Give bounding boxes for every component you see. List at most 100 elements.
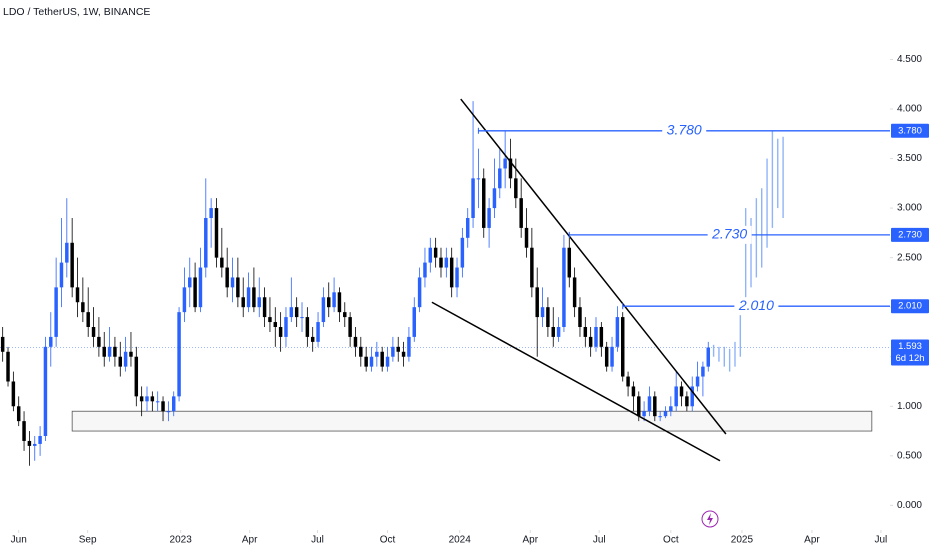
candle-body xyxy=(214,208,219,258)
x-tick-label: Oct xyxy=(663,535,679,546)
candle-body xyxy=(637,396,641,417)
candle-body xyxy=(444,257,449,268)
candle-body xyxy=(535,287,539,318)
level-label: 3.780 xyxy=(667,122,702,138)
y-tick-label: 0.500 xyxy=(897,450,922,461)
candle-body xyxy=(380,351,384,367)
candle-body xyxy=(257,297,261,308)
candle-body xyxy=(503,158,507,169)
candle-body xyxy=(572,277,577,308)
candle-body xyxy=(86,312,90,327)
candle-body xyxy=(198,267,203,308)
candle-body xyxy=(91,327,96,337)
x-tick-label: Apr xyxy=(804,535,820,546)
level-badge xyxy=(891,227,929,242)
x-tick-label: Apr xyxy=(242,535,258,546)
candle-body xyxy=(364,356,368,367)
candle-body xyxy=(204,218,208,268)
candle-body xyxy=(487,208,491,228)
last-price-badge xyxy=(891,339,929,366)
candle-body xyxy=(75,287,80,303)
candle-body xyxy=(246,287,251,308)
candle-body xyxy=(161,401,165,412)
candle-body xyxy=(407,336,411,357)
candle-body xyxy=(604,346,609,367)
candle-body xyxy=(482,178,486,228)
candle-body xyxy=(460,237,465,268)
candle-body xyxy=(514,178,518,199)
candle-body xyxy=(43,346,48,436)
candle-body xyxy=(321,297,326,323)
candle-body xyxy=(599,327,604,347)
candle-body xyxy=(439,257,443,268)
candle-body xyxy=(674,386,678,407)
candle-body xyxy=(428,247,433,263)
candle-body xyxy=(38,436,42,444)
candle-body xyxy=(182,287,187,313)
candle-body xyxy=(225,267,229,288)
candle-body xyxy=(626,376,630,387)
candle-body xyxy=(316,322,320,342)
candle-body xyxy=(27,440,32,446)
candle-body xyxy=(546,307,550,327)
alert-icon[interactable] xyxy=(701,510,719,528)
candle-body xyxy=(33,443,37,446)
candle-body xyxy=(102,346,106,357)
candle-body xyxy=(0,336,5,352)
x-tick-label: Sep xyxy=(79,535,97,546)
candle-body xyxy=(284,317,288,337)
candle-body xyxy=(332,292,336,308)
x-tick-label: Jul xyxy=(311,535,324,546)
x-tick-label: Jul xyxy=(593,535,606,546)
y-tick-label: 3.500 xyxy=(897,153,922,164)
candle-body xyxy=(134,356,139,397)
level-label-bg xyxy=(734,297,779,316)
candle-body xyxy=(305,317,310,337)
x-tick-label: Apr xyxy=(522,535,538,546)
candle-body xyxy=(273,322,278,327)
candle-body xyxy=(268,317,272,323)
x-tick-label: Jun xyxy=(11,535,27,546)
candle-body xyxy=(300,317,304,319)
candle-body xyxy=(449,257,454,288)
candle-body xyxy=(455,267,459,288)
candle-body xyxy=(578,307,582,327)
candle-body xyxy=(669,406,673,412)
candle-body xyxy=(107,346,112,357)
x-tick-label: 2025 xyxy=(731,535,754,546)
candle-body xyxy=(567,247,572,278)
y-tick-label: 2.500 xyxy=(897,252,922,263)
x-tick-label: 2024 xyxy=(449,535,472,546)
level-badge xyxy=(891,299,929,314)
candle-body xyxy=(540,307,545,318)
candle-body xyxy=(508,158,513,179)
level-label: 2.010 xyxy=(738,297,774,313)
candle-body xyxy=(401,351,406,357)
candle-body xyxy=(615,317,620,347)
candle-body xyxy=(524,227,529,248)
candle-body xyxy=(289,307,294,318)
level-badge-label: 2.010 xyxy=(898,301,922,312)
candle-body xyxy=(171,396,176,412)
y-tick-label: 4.000 xyxy=(897,104,922,115)
candle-body xyxy=(129,351,133,357)
candle-body xyxy=(113,346,117,357)
y-tick-label: 0.000 xyxy=(897,500,922,511)
candle-body xyxy=(188,277,192,288)
candle-body xyxy=(262,297,267,318)
candle-body xyxy=(588,336,593,347)
candle-body xyxy=(471,178,475,218)
candle-body xyxy=(685,396,689,407)
candle-body xyxy=(155,401,160,403)
candle-body xyxy=(396,346,400,352)
candle-body xyxy=(230,277,235,288)
candle-body xyxy=(476,178,481,180)
candle-body xyxy=(620,317,625,377)
candle-body xyxy=(658,416,662,418)
candle-body xyxy=(369,356,374,367)
candle-body xyxy=(236,277,240,298)
x-tick-label: 2023 xyxy=(170,535,193,546)
y-tick-label: 3.000 xyxy=(897,203,922,214)
